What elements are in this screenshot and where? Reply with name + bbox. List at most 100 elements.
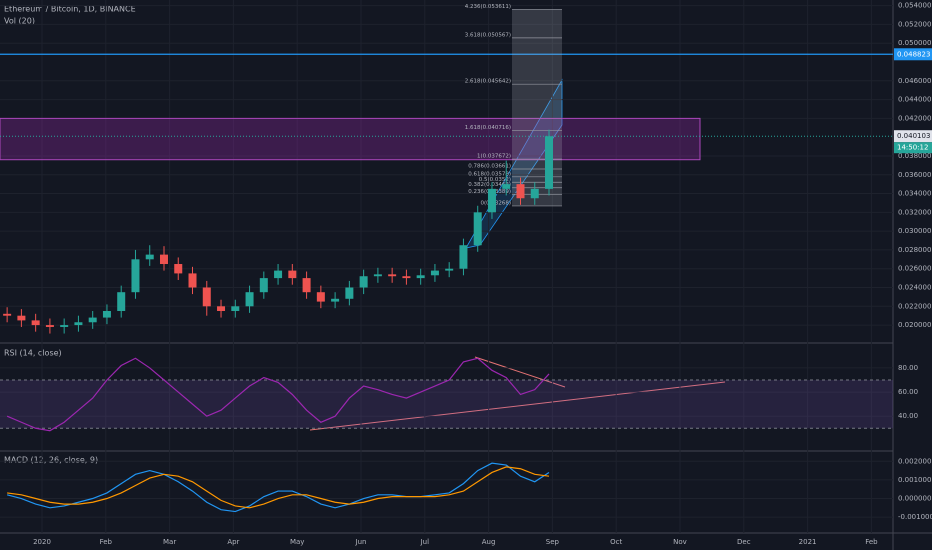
countdown-tag: [894, 142, 932, 154]
rsi-label: RSI (14, close): [4, 349, 62, 358]
price-tag: [894, 130, 932, 143]
supply-zone: [0, 117, 701, 161]
x-tick-label: Aug: [482, 538, 496, 546]
volume-label: Vol (20): [4, 17, 35, 26]
candle-body: [102, 310, 111, 318]
candle-body: [487, 188, 496, 213]
macd-label: MACD (12, 26, close, 9): [4, 456, 98, 465]
candle-body: [316, 292, 325, 302]
price-tag-label: 0.048823: [897, 50, 930, 58]
y-tick-label: 40.00: [898, 412, 918, 420]
x-tick-label: Feb: [865, 538, 878, 546]
candle-body: [88, 317, 97, 323]
candle-body: [74, 322, 83, 326]
y-tick-label: 0.028000: [898, 246, 931, 254]
x-tick-label: Jun: [355, 538, 367, 546]
x-tick-label: Feb: [100, 538, 113, 546]
x-tick-label: Oct: [610, 538, 622, 546]
candle-body: [117, 292, 126, 311]
candle-body: [60, 325, 69, 327]
fib-label: 3.618(0.050567): [465, 32, 511, 38]
y-tick-label: 0.046000: [898, 77, 931, 85]
y-tick-label: 0.044000: [898, 96, 931, 104]
fib-label: 0.382(0.03462): [468, 182, 511, 188]
candle-body: [445, 268, 454, 271]
candle-body: [45, 325, 54, 327]
candle-body: [188, 273, 197, 288]
x-tick-label: Dec: [737, 538, 751, 546]
x-tick-label: Mar: [163, 538, 176, 546]
candle-body: [373, 274, 382, 277]
candle-body: [473, 212, 482, 246]
price-tag-label: 0.040103: [897, 132, 930, 140]
candle-body: [159, 254, 168, 265]
fib-box: [512, 9, 562, 206]
candle-body: [331, 298, 340, 302]
y-tick-label: 0.050000: [898, 39, 931, 47]
candle-body: [231, 306, 240, 311]
rsi-line: [6, 357, 550, 432]
y-tick-label: 0.024000: [898, 284, 931, 292]
y-tick-label: 0.034000: [898, 190, 931, 198]
candle-body: [174, 264, 183, 274]
candle-body: [416, 275, 425, 279]
rsi-trendline: [309, 381, 726, 431]
candle-body: [402, 276, 411, 279]
candle-body: [145, 254, 154, 260]
rsi-trendline: [474, 356, 566, 388]
x-tick-label: Apr: [227, 538, 239, 546]
candle-body: [530, 188, 539, 199]
y-tick-label: 60.00: [898, 388, 918, 396]
y-tick-label: 0.002000: [898, 457, 931, 465]
candle-body: [217, 306, 226, 311]
candle-body: [388, 274, 397, 277]
x-tick-label: Jul: [420, 538, 430, 546]
y-tick-label: -0.001000: [898, 513, 932, 521]
y-tick-label: 0.001000: [898, 476, 931, 484]
y-tick-label: 0.052000: [898, 20, 931, 28]
x-tick-label: Nov: [673, 538, 687, 546]
candle-body: [502, 184, 511, 189]
candle-body: [345, 287, 354, 299]
macd-line: [6, 462, 550, 513]
candle-body: [31, 320, 40, 326]
candle-body: [202, 287, 211, 307]
candle-body: [17, 315, 26, 321]
candle-body: [516, 184, 525, 199]
fib-label: 0.5(0.0352): [479, 177, 511, 183]
y-tick-label: 0.032000: [898, 208, 931, 216]
candle-body: [359, 276, 368, 288]
candle-body: [259, 278, 268, 293]
chart-title: Ethereum / Bitcoin, 1D, BINANCE: [4, 5, 136, 14]
y-tick-label: 0.030000: [898, 227, 931, 235]
y-tick-label: 0.036000: [898, 171, 931, 179]
candle-body: [288, 270, 297, 279]
y-tick-label: 0.026000: [898, 265, 931, 273]
y-tick-label: 0.054000: [898, 2, 931, 10]
y-tick-label: 0.042000: [898, 114, 931, 122]
fib-label: 1.618(0.040716): [465, 125, 511, 131]
rsi-band: [0, 380, 893, 429]
candle-body: [3, 313, 12, 316]
candle-body: [131, 259, 140, 293]
fib-label: 2.618(0.045642): [465, 79, 511, 85]
x-tick-label: 2021: [799, 538, 817, 546]
x-tick-label: Sep: [546, 538, 560, 546]
fib-label: 0.618(0.03578): [468, 171, 511, 177]
y-tick-label: 0.022000: [898, 302, 931, 310]
candle-body: [545, 136, 554, 189]
y-tick-label: 0.038000: [898, 152, 931, 160]
candle-body: [302, 278, 311, 293]
y-tick-label: 0.020000: [898, 321, 931, 329]
countdown: 14:50:12: [897, 144, 928, 152]
candle-body: [245, 292, 254, 307]
candle-body: [274, 270, 283, 279]
fib-label: 1(0.037672): [477, 154, 511, 160]
fib-label: 0.786(0.03661): [468, 164, 511, 170]
price-tag: [894, 48, 932, 61]
fib-label: 4.236(0.053611): [465, 4, 511, 10]
x-tick-label: 2020: [33, 538, 51, 546]
y-tick-label: 80.00: [898, 364, 918, 372]
